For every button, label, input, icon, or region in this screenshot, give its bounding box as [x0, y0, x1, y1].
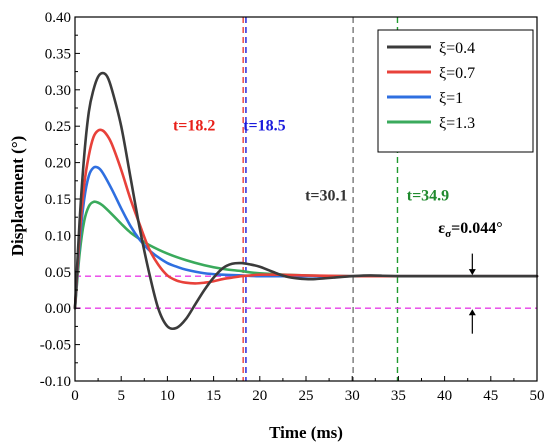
x-tick-label: 15 — [206, 388, 221, 404]
epsilon-subscript: σ — [445, 228, 451, 240]
epsilon-value: =0.044° — [451, 220, 503, 237]
x-tick-label: 20 — [252, 388, 267, 404]
y-tick-label: -0.05 — [40, 338, 71, 354]
y-tick-label: 0.35 — [45, 46, 71, 62]
x-tick-label: 0 — [71, 388, 79, 404]
epsilon-annotation: εσ=0.044° — [438, 220, 502, 240]
y-tick-label: 0.20 — [45, 156, 71, 172]
series-line — [73, 71, 539, 331]
y-tick-label: 0.15 — [45, 192, 71, 208]
annotations: t=18.2 t=18.5 t=30.1 t=34.9 εσ=0.044° — [173, 118, 503, 334]
legend-label: ξ=0.4 — [439, 40, 475, 57]
legend-label: ξ=1 — [439, 90, 463, 107]
y-axis-label: Displacement (°) — [8, 136, 27, 257]
x-axis-label: Time (ms) — [269, 423, 343, 442]
legend-box — [377, 29, 534, 153]
time-annotation: t=30.1 — [305, 187, 347, 204]
epsilon-symbol: ε — [438, 220, 445, 237]
time-annotation: t=18.2 — [173, 118, 215, 135]
y-tick-label: 0.00 — [45, 301, 71, 317]
x-tick-label: 50 — [530, 388, 545, 404]
time-annotation: t=18.5 — [243, 118, 285, 135]
y-tick-label: -0.10 — [40, 374, 71, 390]
axes: 0 5 10 15 20 25 30 35 40 45 50 -0.10 -0.05 0.00 0.05 0.… — [40, 10, 545, 404]
arrow-down-head — [468, 269, 476, 276]
x-tick-label: 40 — [437, 388, 452, 404]
legend-label: ξ=1.3 — [439, 115, 475, 132]
x-tick-label: 25 — [299, 388, 314, 404]
legend-items: ξ=0.4 ξ=0.7 ξ=1 ξ=1.3 — [387, 40, 475, 132]
series-lines — [73, 71, 539, 331]
x-tick-label: 35 — [391, 388, 406, 404]
arrow-up-head — [468, 309, 476, 316]
y-tick-label: 0.30 — [45, 83, 71, 99]
y-tick-label: 0.25 — [45, 119, 71, 135]
x-tick-label: 10 — [160, 388, 175, 404]
x-tick-label: 30 — [345, 388, 360, 404]
legend-label: ξ=0.7 — [439, 65, 475, 82]
x-tick-label: 5 — [117, 388, 125, 404]
legend: ξ=0.4 ξ=0.7 ξ=1 ξ=1.3 — [377, 29, 534, 153]
y-tick-label: 0.05 — [45, 265, 71, 281]
y-tick-label: 0.10 — [45, 228, 71, 244]
time-annotation: t=34.9 — [407, 187, 449, 204]
series-line — [73, 128, 539, 310]
x-tick-label: 45 — [483, 388, 498, 404]
y-tick-label: 0.40 — [45, 10, 71, 26]
